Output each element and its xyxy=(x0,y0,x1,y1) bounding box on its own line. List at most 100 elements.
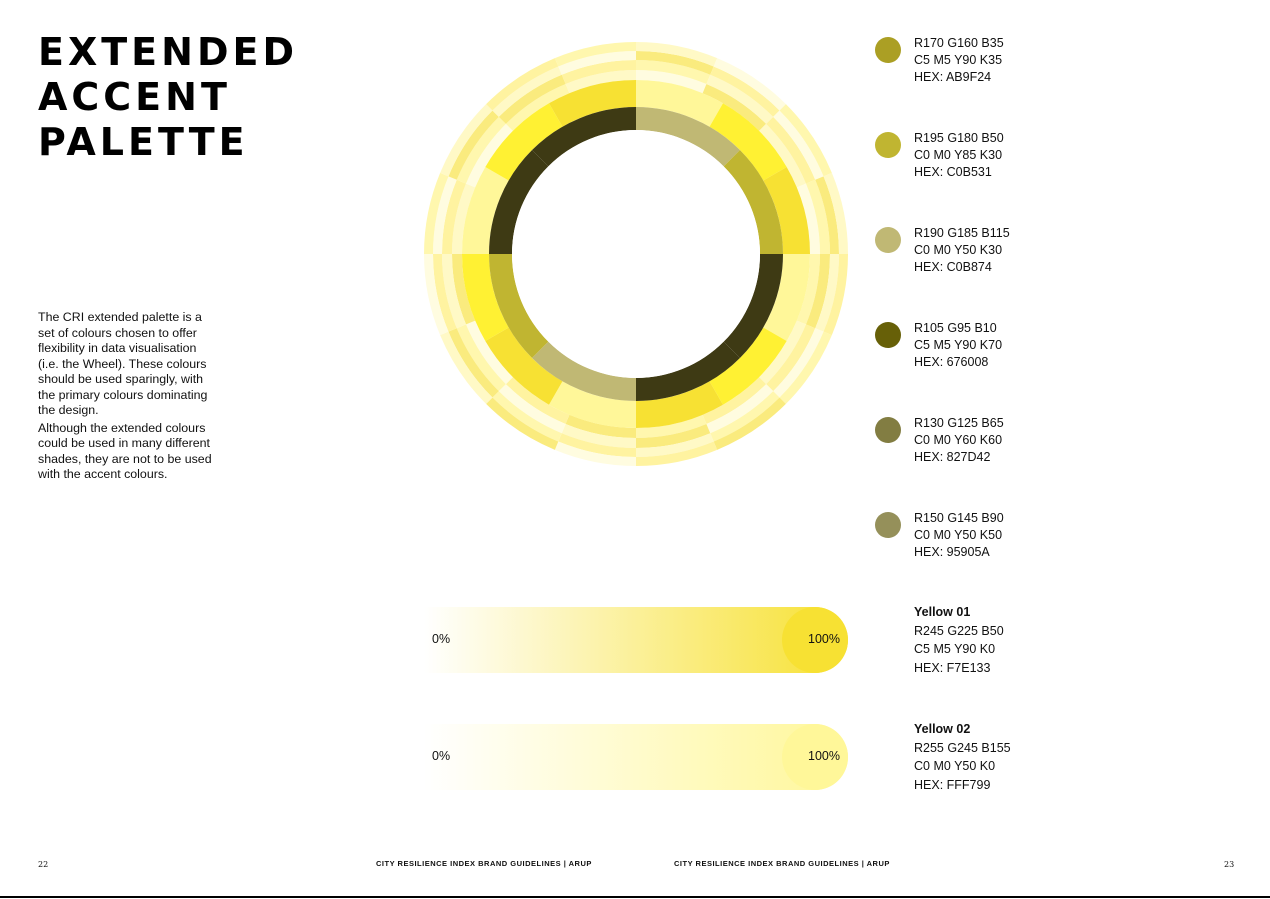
wheel-inner-segment xyxy=(489,150,549,254)
swatch-hex: HEX: C0B874 xyxy=(914,260,992,274)
wheel-middle-segment xyxy=(636,80,723,127)
wheel-outer-segment xyxy=(498,384,566,434)
swatch-label: R105 G95 B10 C5 M5 Y90 K70 HEX: 676008 xyxy=(914,320,1002,371)
swatch-cmyk: C5 M5 Y90 K70 xyxy=(914,338,1003,352)
wheel-outer-segment xyxy=(565,414,636,438)
wheel-outer-segment xyxy=(466,123,513,188)
intro-paragraph: The CRI extended palette is a set of col… xyxy=(38,310,208,417)
gradient-end-label: 100% xyxy=(808,632,840,646)
intro-paragraph: Although the extended colours could be u… xyxy=(38,420,212,482)
wheel-outer-segment xyxy=(702,377,767,424)
swatch-hex: HEX: AB9F24 xyxy=(914,70,992,84)
wheel-inner-segment xyxy=(532,341,636,401)
gradient-endcap xyxy=(782,607,848,673)
wheel-outer-segment xyxy=(766,116,816,184)
wheel-outer-segment xyxy=(636,42,718,67)
gradient-endcap xyxy=(782,724,848,790)
swatch-cmyk: C0 M0 Y50 K50 xyxy=(914,528,1003,542)
wheel-middle-segment xyxy=(462,254,509,341)
gradient-hex: HEX: F7E133 xyxy=(914,660,991,675)
swatch-label: R130 G125 B65 C0 M0 Y60 K60 HEX: 827D42 xyxy=(914,415,1004,466)
footer-label-right: CITY RESILIENCE INDEX BRAND GUIDELINES |… xyxy=(674,859,890,868)
swatch-dot xyxy=(875,512,901,538)
wheel-outer-segment xyxy=(442,179,467,254)
title-line: PALETTE xyxy=(38,120,249,164)
gradient-bar-yellow-01: 0% 100% xyxy=(424,607,848,673)
wheel-outer-segment xyxy=(796,254,820,325)
swatch-cmyk: C0 M0 Y60 K60 xyxy=(914,433,1003,447)
wheel-outer-segment xyxy=(713,397,786,450)
wheel-inner-segment xyxy=(723,150,783,254)
wheel-outer-segment xyxy=(452,183,476,254)
wheel-outer-segment xyxy=(823,172,848,254)
wheel-outer-segment xyxy=(759,320,806,385)
wheel-middle-segment xyxy=(763,167,810,254)
wheel-outer-segment xyxy=(815,254,839,332)
title-line: ACCENT xyxy=(38,75,231,119)
wheel-inner-segment xyxy=(723,254,783,358)
wheel-outer-segment xyxy=(440,104,493,177)
swatch-hex: HEX: 827D42 xyxy=(914,450,991,464)
gradient-name: Yellow 01 xyxy=(914,605,971,619)
wheel-outer-segment xyxy=(433,254,457,332)
swatch-rgb: R190 G185 B115 xyxy=(914,226,1010,240)
wheel-outer-segment xyxy=(424,254,449,336)
wheel-outer-segment xyxy=(456,116,506,184)
wheel-outer-segment xyxy=(561,60,636,85)
wheel-outer-segment xyxy=(706,74,774,124)
wheel-outer-segment xyxy=(779,331,832,404)
swatch-cmyk: C0 M0 Y85 K30 xyxy=(914,148,1003,162)
page-number-left: 22 xyxy=(38,860,49,869)
wheel-middle-segment xyxy=(549,381,636,428)
wheel-outer-segment xyxy=(448,110,499,180)
wheel-outer-segment xyxy=(636,51,714,75)
swatch-rgb: R150 G145 B90 xyxy=(914,511,1004,525)
wheel-outer-segment xyxy=(773,110,824,180)
wheel-outer-segment xyxy=(498,74,566,124)
wheel-inner-segment xyxy=(636,341,740,401)
wheel-outer-segment xyxy=(433,176,457,254)
wheel-middle-segment xyxy=(485,103,563,181)
wheel-outer-segment xyxy=(558,433,636,457)
swatch-rgb: R105 G95 B10 xyxy=(914,321,997,335)
wheel-outer-segment xyxy=(710,391,780,442)
page-title: EXTENDED ACCENT PALETTE xyxy=(38,30,298,165)
gradient-cmyk: C5 M5 Y90 K0 xyxy=(914,642,996,656)
wheel-outer-segment xyxy=(486,397,559,450)
intro-text: The CRI extended palette is a set of col… xyxy=(38,310,218,485)
wheel-middle-segment xyxy=(636,381,723,428)
wheel-outer-segment xyxy=(492,66,562,117)
wheel-outer-segment xyxy=(815,176,839,254)
wheel-middle-segment xyxy=(485,327,563,405)
wheel-middle-segment xyxy=(549,80,636,127)
gradient-rgb: R245 G225 B50 xyxy=(914,623,1004,638)
wheel-middle-segment xyxy=(709,103,787,181)
wheel-centre xyxy=(512,130,760,378)
wheel-outer-segment xyxy=(456,324,506,392)
gradient-rgb: R255 G245 B155 xyxy=(914,740,1011,755)
swatch-label: R150 G145 B90 C0 M0 Y50 K50 HEX: 95905A xyxy=(914,510,1004,561)
swatch-label: R195 G180 B50 C0 M0 Y85 K30 HEX: C0B531 xyxy=(914,130,1004,181)
wheel-outer-segment xyxy=(713,58,786,111)
swatch-dot xyxy=(875,37,901,63)
swatch-rgb: R170 G160 B35 xyxy=(914,36,1004,50)
wheel-outer-segment xyxy=(823,254,848,336)
swatch-rgb: R195 G180 B50 xyxy=(914,131,1004,145)
wheel-outer-segment xyxy=(636,70,707,94)
wheel-outer-segment xyxy=(636,423,711,448)
wheel-outer-segment xyxy=(561,423,636,448)
wheel-outer-segment xyxy=(636,441,718,466)
wheel-outer-segment xyxy=(702,84,767,131)
wheel-outer-segment xyxy=(636,433,714,457)
page-number-right: 23 xyxy=(1224,860,1235,869)
swatch-cmyk: C5 M5 Y90 K35 xyxy=(914,53,1003,67)
wheel-outer-segment xyxy=(554,42,636,67)
swatch-hex: HEX: 676008 xyxy=(914,355,989,369)
title-line: EXTENDED xyxy=(38,30,298,74)
wheel-middle-segment xyxy=(709,327,787,405)
wheel-outer-segment xyxy=(452,254,476,325)
wheel-outer-segment xyxy=(706,384,774,434)
wheel-inner-segment xyxy=(532,107,636,167)
gradient-label: Yellow 02 R255 G245 B155 C0 M0 Y50 K0 HE… xyxy=(914,720,1011,794)
swatch-cmyk: C0 M0 Y50 K30 xyxy=(914,243,1003,257)
